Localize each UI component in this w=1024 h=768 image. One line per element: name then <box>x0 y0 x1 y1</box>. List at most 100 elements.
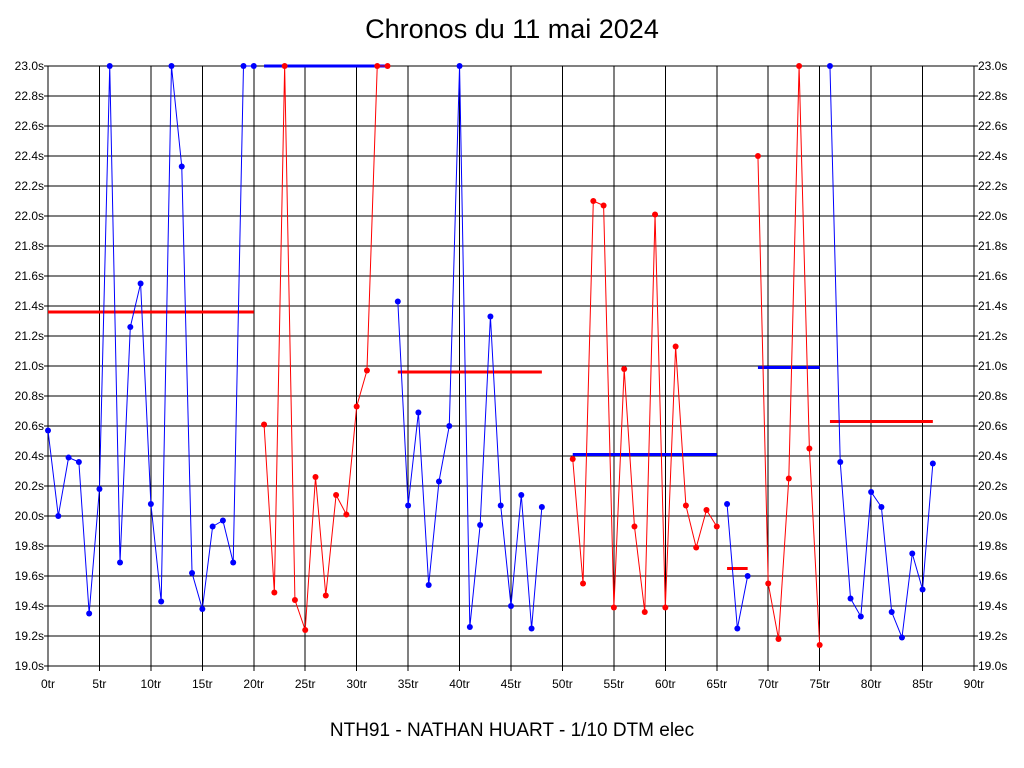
x-tick-label: 90tr <box>964 677 985 691</box>
data-point <box>929 460 936 467</box>
data-point <box>765 580 772 587</box>
data-point <box>55 513 62 519</box>
data-point <box>744 573 751 579</box>
data-point <box>435 478 442 485</box>
y-tick-label-right: 20.6s <box>978 419 1007 433</box>
data-point <box>415 409 422 416</box>
plot-border <box>47 65 975 667</box>
y-tick-label-right: 21.8s <box>978 239 1007 253</box>
data-point <box>312 474 319 480</box>
data-point <box>672 343 679 350</box>
data-point <box>662 604 669 611</box>
data-point <box>250 63 257 69</box>
data-point <box>106 63 113 69</box>
series-line <box>726 503 749 629</box>
chart-footer: NTH91 - NATHAN HUART - 1/10 DTM elec <box>329 720 695 741</box>
data-point <box>785 475 792 482</box>
data-point <box>281 63 288 69</box>
data-point <box>703 507 710 513</box>
data-point <box>322 592 329 599</box>
y-tick-label-left: 21.4s <box>15 299 44 313</box>
data-point <box>816 642 823 648</box>
data-point <box>178 163 185 170</box>
data-point <box>466 624 473 630</box>
x-tick-label: 35tr <box>398 677 419 691</box>
tick-labels: 19.0s 19.0s 19.2s 19.2s 19.4s 19.4s 19.6s 19.6s… <box>15 59 1008 691</box>
data-point <box>857 613 864 620</box>
x-tick-label: 45tr <box>501 677 522 691</box>
data-point <box>45 427 51 434</box>
data-point <box>363 367 370 374</box>
y-tick-label-left: 21.0s <box>15 359 44 373</box>
x-tick-label: 55tr <box>604 677 625 691</box>
data-point <box>405 502 412 509</box>
data-point <box>806 445 813 452</box>
data-point <box>219 517 226 524</box>
data-point <box>909 550 916 557</box>
data-point <box>898 634 905 641</box>
data-point <box>65 454 72 461</box>
data-points <box>45 63 936 648</box>
x-tick-label: 70tr <box>758 677 779 691</box>
data-point <box>590 198 597 204</box>
data-point <box>147 501 154 507</box>
data-point <box>456 63 463 69</box>
y-tick-label-right: 22.0s <box>978 209 1007 223</box>
y-tick-label-right: 19.4s <box>978 599 1007 613</box>
data-point <box>487 313 494 320</box>
x-tick-label: 25tr <box>295 677 316 691</box>
data-point <box>888 609 895 615</box>
x-tick-label: 65tr <box>706 677 727 691</box>
y-tick-label-right: 22.6s <box>978 119 1007 133</box>
data-point <box>837 459 844 465</box>
data-point <box>291 597 298 603</box>
x-tick-label: 75tr <box>809 677 830 691</box>
series-lines <box>47 65 934 646</box>
y-tick-label-left: 20.2s <box>15 479 44 493</box>
data-point <box>75 459 82 465</box>
y-tick-label-left: 20.0s <box>15 509 44 523</box>
y-tick-label-right: 20.8s <box>978 389 1007 403</box>
data-point <box>528 625 535 632</box>
data-point <box>199 606 206 612</box>
data-point <box>271 589 278 596</box>
data-point <box>652 211 659 218</box>
y-tick-label-left: 22.6s <box>15 119 44 133</box>
data-point <box>569 456 576 462</box>
y-tick-label-right: 21.0s <box>978 359 1007 373</box>
y-tick-label-right: 22.8s <box>978 89 1007 103</box>
data-point <box>868 489 875 495</box>
y-tick-label-left: 22.2s <box>15 179 44 193</box>
data-point <box>374 63 381 69</box>
y-tick-label-right: 20.2s <box>978 479 1007 493</box>
y-tick-label-left: 23.0s <box>15 59 44 73</box>
data-point <box>682 502 689 509</box>
data-point <box>209 523 216 530</box>
y-tick-label-left: 22.4s <box>15 149 44 163</box>
y-tick-label-right: 19.0s <box>978 659 1007 673</box>
data-point <box>775 636 782 642</box>
y-tick-label-right: 23.0s <box>978 59 1007 73</box>
data-point <box>497 502 504 509</box>
data-point <box>518 492 525 498</box>
data-point <box>333 492 340 498</box>
data-point <box>621 366 628 372</box>
y-tick-label-left: 22.0s <box>15 209 44 223</box>
y-tick-label-left: 19.6s <box>15 569 44 583</box>
y-tick-label-left: 22.8s <box>15 89 44 103</box>
data-point <box>384 63 391 69</box>
data-point <box>168 63 175 69</box>
data-point <box>713 523 720 530</box>
data-point <box>847 595 854 602</box>
x-tick-label: 85tr <box>912 677 933 691</box>
data-point <box>580 580 587 587</box>
y-tick-label-right: 22.2s <box>978 179 1007 193</box>
data-point <box>96 486 103 492</box>
data-point <box>826 63 833 69</box>
y-tick-label-right: 19.6s <box>978 569 1007 583</box>
data-point <box>641 609 648 615</box>
data-point <box>353 403 360 410</box>
data-point <box>343 511 350 518</box>
data-point <box>724 501 731 507</box>
